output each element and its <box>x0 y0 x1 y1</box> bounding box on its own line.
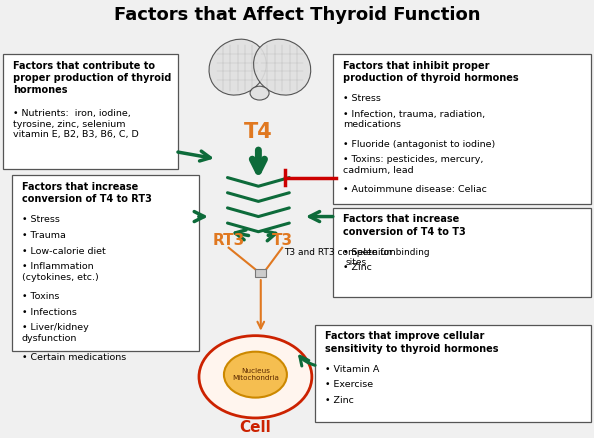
Text: • Inflammation
(cytokines, etc.): • Inflammation (cytokines, etc.) <box>22 262 99 282</box>
Circle shape <box>224 352 287 398</box>
FancyBboxPatch shape <box>333 208 591 297</box>
Text: Factors that inhibit proper
production of thyroid hormones: Factors that inhibit proper production o… <box>343 60 519 83</box>
Text: • Low-calorie diet: • Low-calorie diet <box>22 247 106 256</box>
FancyBboxPatch shape <box>333 54 591 204</box>
Text: T4: T4 <box>244 122 273 142</box>
Text: • Stress: • Stress <box>22 215 60 224</box>
FancyBboxPatch shape <box>12 175 199 351</box>
Text: • Certain medications: • Certain medications <box>22 353 127 362</box>
Text: Cell: Cell <box>239 420 271 435</box>
Ellipse shape <box>250 86 269 100</box>
Text: RT3: RT3 <box>213 233 245 248</box>
Text: T3: T3 <box>271 233 293 248</box>
Ellipse shape <box>209 39 266 95</box>
Circle shape <box>199 336 312 418</box>
Text: • Vitamin A: • Vitamin A <box>325 365 380 374</box>
FancyBboxPatch shape <box>315 325 591 422</box>
Text: • Fluoride (antagonist to iodine): • Fluoride (antagonist to iodine) <box>343 140 495 148</box>
Text: • Zinc: • Zinc <box>325 396 354 405</box>
Text: • Infections: • Infections <box>22 307 77 317</box>
Bar <box>255 269 266 277</box>
Text: • Stress: • Stress <box>343 94 381 103</box>
Text: • Selenium: • Selenium <box>343 248 396 257</box>
Ellipse shape <box>254 39 311 95</box>
Text: Factors that improve cellular
sensitivity to thyroid hormones: Factors that improve cellular sensitivit… <box>325 331 498 354</box>
Text: • Toxins: • Toxins <box>22 292 59 301</box>
Text: T3 and RT3 compete for binding
sites: T3 and RT3 compete for binding sites <box>283 248 429 268</box>
Text: Factors that Affect Thyroid Function: Factors that Affect Thyroid Function <box>113 7 481 25</box>
Text: • Autoimmune disease: Celiac: • Autoimmune disease: Celiac <box>343 185 486 194</box>
FancyBboxPatch shape <box>3 54 178 169</box>
Text: Factors that increase
conversion of T4 to RT3: Factors that increase conversion of T4 t… <box>22 182 152 204</box>
Text: Factors that increase
conversion of T4 to T3: Factors that increase conversion of T4 t… <box>343 214 466 237</box>
Text: • Trauma: • Trauma <box>22 231 66 240</box>
Text: • Nutrients:  iron, iodine,
tyrosine, zinc, selenium
vitamin E, B2, B3, B6, C, D: • Nutrients: iron, iodine, tyrosine, zin… <box>13 109 139 139</box>
Text: Factors that contribute to
proper production of thyroid
hormones: Factors that contribute to proper produc… <box>13 60 172 95</box>
Text: • Toxins: pesticides, mercury,
cadmium, lead: • Toxins: pesticides, mercury, cadmium, … <box>343 155 483 175</box>
Text: Nucleus
Mitochondria: Nucleus Mitochondria <box>232 368 279 381</box>
Text: • Liver/kidney
dysfunction: • Liver/kidney dysfunction <box>22 323 89 343</box>
Text: • Exercise: • Exercise <box>325 381 373 389</box>
Text: • Infection, trauma, radiation,
medications: • Infection, trauma, radiation, medicati… <box>343 110 485 129</box>
Text: • Zinc: • Zinc <box>343 264 372 272</box>
